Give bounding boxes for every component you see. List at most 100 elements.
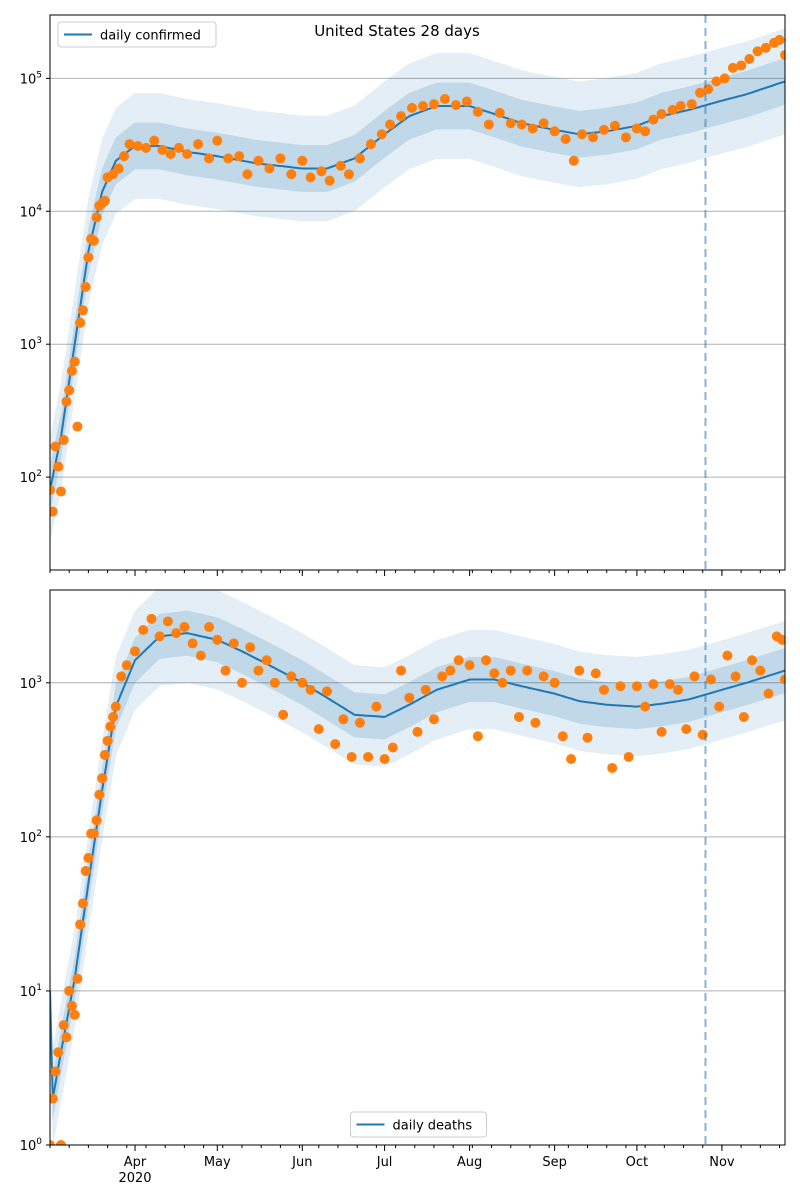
y-tick-label: 103 (20, 336, 42, 353)
data-point (55, 486, 66, 497)
data-point (204, 622, 215, 633)
data-point (760, 42, 771, 53)
legend-box (57, 21, 217, 48)
x-year-label: 2020 (118, 1171, 151, 1186)
data-point (64, 985, 75, 996)
data-point (53, 461, 64, 472)
data-point (631, 123, 642, 134)
data-point (330, 739, 341, 750)
outer-uncertainty-band (50, 28, 785, 543)
data-point (412, 726, 423, 737)
outer-uncertainty-band (50, 590, 785, 1145)
data-point (99, 749, 110, 760)
data-point (132, 141, 143, 152)
y-tick-base: 10 (20, 677, 37, 692)
data-point (105, 721, 116, 732)
data-point (91, 212, 102, 223)
data-point (505, 118, 516, 129)
data-point (549, 126, 560, 137)
x-tick-label: May (204, 1155, 231, 1170)
data-point (58, 1020, 69, 1031)
data-point (363, 751, 374, 762)
data-point (88, 828, 99, 839)
data-point (705, 674, 716, 685)
y-tick-base: 10 (20, 338, 37, 353)
data-point (557, 731, 568, 742)
data-point (140, 142, 151, 153)
data-point (61, 396, 72, 407)
data-point (744, 53, 755, 64)
data-point (149, 135, 160, 146)
data-point (157, 144, 168, 155)
data-point (780, 50, 785, 61)
data-point (752, 46, 763, 57)
data-point (714, 701, 725, 712)
data-point (689, 671, 700, 682)
data-point (453, 655, 464, 666)
data-point (165, 148, 176, 159)
data-point (162, 616, 173, 627)
data-point (64, 385, 75, 396)
x-tick-label: Oct (626, 1155, 648, 1170)
x-tick-label: Sep (542, 1155, 567, 1170)
data-point (80, 281, 91, 292)
data-point (346, 751, 357, 762)
data-point (77, 898, 88, 909)
data-point (777, 634, 785, 645)
data-point (623, 751, 634, 762)
data-point (640, 701, 651, 712)
data-point (69, 1009, 80, 1020)
data-point (354, 153, 365, 164)
data-point (497, 677, 508, 688)
data-point (305, 684, 316, 695)
data-point (97, 773, 108, 784)
data-point (264, 163, 275, 174)
data-point (620, 132, 631, 143)
data-point (681, 724, 692, 735)
data-point (428, 714, 439, 725)
data-point (116, 671, 127, 682)
data-point (286, 169, 297, 180)
data-point (242, 169, 253, 180)
data-point (582, 732, 593, 743)
data-point (138, 625, 149, 636)
data-point (730, 671, 741, 682)
data-point (385, 119, 396, 130)
data-point (461, 96, 472, 107)
data-point (727, 62, 738, 73)
data-point (711, 76, 722, 87)
data-point (780, 674, 785, 685)
data-point (755, 665, 766, 676)
data-point (245, 642, 256, 653)
data-point (648, 114, 659, 125)
figure-title: United States 28 days (314, 22, 480, 40)
x-tick-label: Aug (457, 1155, 482, 1170)
data-point (568, 155, 579, 166)
data-point (464, 660, 475, 671)
data-point (404, 692, 415, 703)
data-point (313, 724, 324, 735)
data-point (278, 709, 289, 720)
x-tick-label: Apr (124, 1155, 147, 1170)
data-point (371, 701, 382, 712)
data-point (75, 919, 86, 930)
data-point (55, 1140, 66, 1145)
data-point (204, 153, 215, 164)
data-point (483, 119, 494, 130)
data-point (321, 686, 332, 697)
y-tick-exponent: 2 (36, 829, 42, 839)
data-point (577, 129, 588, 140)
data-point (91, 815, 102, 826)
legend: daily confirmed (57, 21, 217, 48)
data-point (253, 665, 264, 676)
data-point (407, 102, 418, 113)
data-point (472, 731, 483, 742)
data-point (376, 129, 387, 140)
data-point (549, 677, 560, 688)
data-point (516, 119, 527, 130)
data-point (187, 638, 198, 649)
axes-frame (49, 14, 786, 571)
data-point (50, 1066, 61, 1077)
data-point (286, 671, 297, 682)
